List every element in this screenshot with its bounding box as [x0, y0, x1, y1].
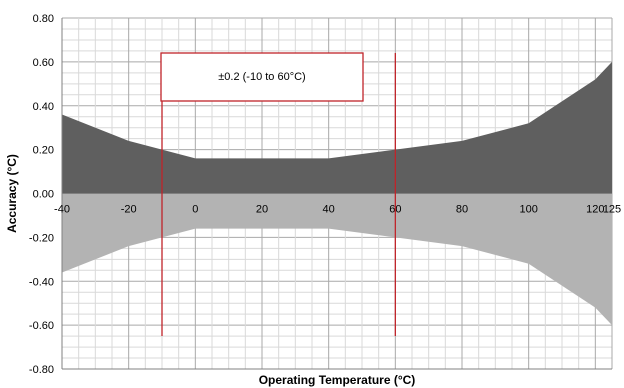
annotation-label: ±0.2 (-10 to 60°C)	[218, 71, 305, 83]
x-tick-label: -40	[54, 204, 70, 216]
y-tick-label: -0.20	[29, 232, 54, 244]
x-tick-label: -20	[121, 204, 137, 216]
y-axis-title: Accuracy (°C)	[5, 154, 19, 233]
y-tick-label: 0.00	[33, 189, 54, 201]
y-tick-label: -0.80	[29, 364, 54, 376]
x-tick-label: 80	[456, 204, 468, 216]
annotation-group: ±0.2 (-10 to 60°C)	[160, 52, 396, 336]
y-tick-label: -0.40	[29, 276, 54, 288]
x-tick-label: 20	[256, 204, 268, 216]
x-tick-label: 100	[519, 204, 537, 216]
series-areas	[62, 61, 612, 326]
upper-accuracy-area	[62, 61, 612, 194]
x-axis-title: Operating Temperature (°C)	[259, 373, 416, 387]
y-tick-label: -0.60	[29, 320, 54, 332]
x-tick-label: 120	[586, 204, 604, 216]
x-tick-label: 125	[603, 204, 621, 216]
annotation-box	[160, 52, 364, 102]
lower-accuracy-area	[62, 193, 612, 326]
x-tick-label: 0	[192, 204, 198, 216]
axes	[61, 18, 612, 370]
y-tick-label: 0.80	[33, 13, 54, 25]
x-tick-label: 40	[323, 204, 335, 216]
y-tick-label: 0.20	[33, 145, 54, 157]
tick-labels: 0.80 0.60 0.40 0.20 0.00 -0.20 -0.40 -0.60 -0.80…	[29, 13, 621, 376]
y-tick-label: 0.40	[33, 101, 54, 113]
y-tick-label: 0.60	[33, 57, 54, 69]
